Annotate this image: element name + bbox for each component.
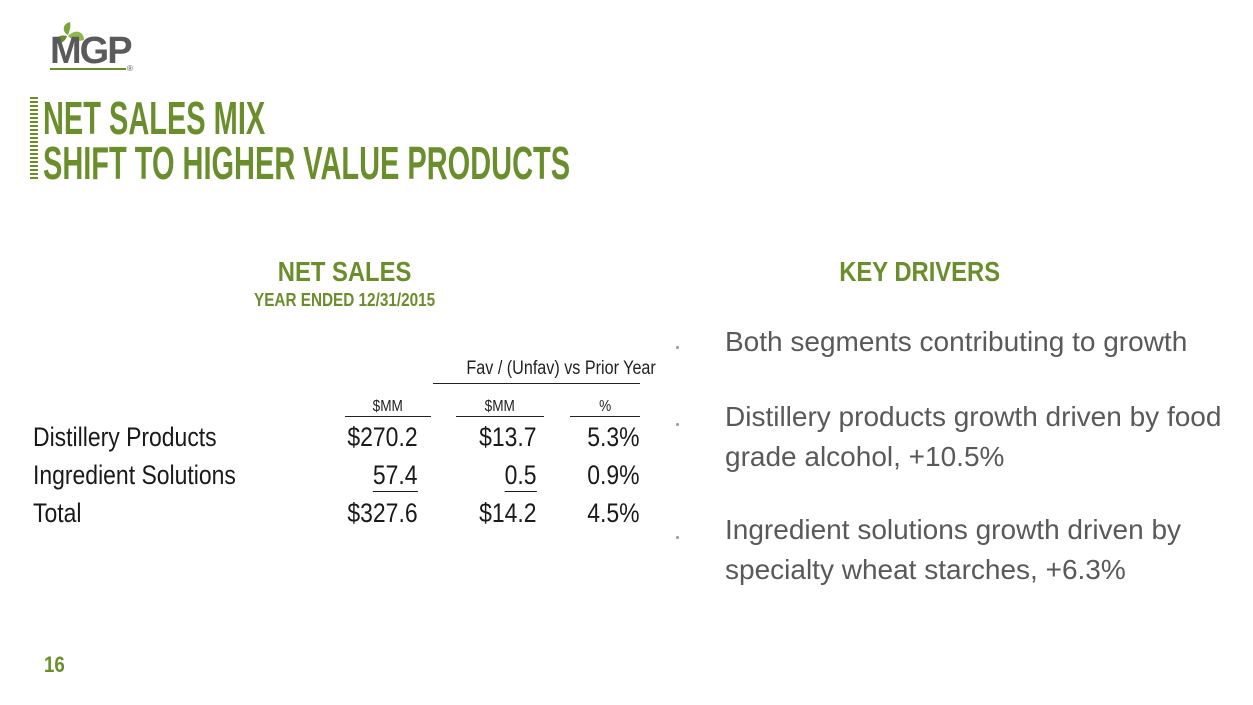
table-value: 57.4	[373, 460, 418, 492]
table-value: $13.7	[479, 422, 537, 452]
row-label: Total	[33, 498, 82, 528]
table-value: 5.3%	[587, 422, 640, 452]
section-subheading: YEAR ENDED 12/31/2015	[254, 290, 436, 310]
section-heading: KEY DRIVERS	[839, 256, 1001, 287]
bullet-dot	[676, 346, 679, 349]
table-value: 4.5%	[587, 498, 640, 528]
column-header: $MM	[456, 398, 544, 417]
table-value: 0.5	[505, 460, 537, 492]
bullet-dot	[676, 536, 679, 539]
logo-icon	[50, 22, 126, 70]
row-label: Ingredient Solutions	[33, 460, 236, 490]
table-value: $327.6	[347, 498, 418, 528]
section-heading: NET SALES	[278, 256, 412, 287]
table-value: $270.2	[347, 422, 418, 452]
table-value: 0.9%	[587, 460, 640, 490]
column-header: $MM	[345, 398, 431, 417]
column-header: %	[570, 398, 640, 417]
page-number: 16	[44, 652, 65, 677]
logo-text: MGP	[50, 30, 133, 72]
group-header: Fav / (Unfav) vs Prior Year	[433, 358, 656, 384]
table-value: $14.2	[479, 498, 537, 528]
title-line: SHIFT TO HIGHER VALUE PRODUCTS	[43, 137, 571, 189]
bullet-text: Both segments contributing to growth	[725, 326, 1188, 357]
bullet-text: Distillery products growth driven by foo…	[725, 401, 1222, 472]
logo-registered: ®	[127, 64, 133, 73]
bullet-dot	[676, 423, 679, 426]
row-label: Distillery Products	[33, 422, 217, 452]
title-line: NET SALES MIX	[43, 92, 266, 144]
title-stripe	[30, 97, 38, 180]
bullet-text: Ingredient solutions growth driven by sp…	[725, 514, 1182, 585]
